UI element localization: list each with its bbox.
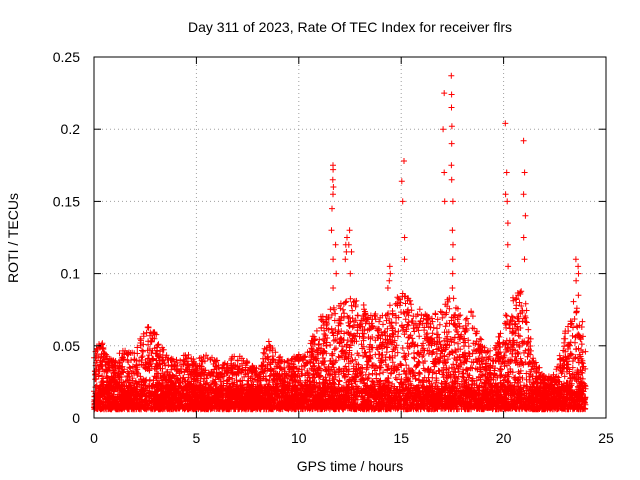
x-tick-label: 15 (393, 430, 409, 446)
x-axis-label: GPS time / hours (297, 458, 404, 474)
x-tick-label: 20 (496, 430, 512, 446)
x-tick-label: 25 (598, 430, 614, 446)
x-tick-label: 5 (193, 430, 201, 446)
x-tick-labels: 0 5 10 15 20 25 (90, 430, 614, 446)
y-tick-labels: 0 0.05 0.1 0.15 0.2 0.25 (53, 49, 80, 426)
y-axis-label: ROTI / TECUs (5, 193, 21, 283)
y-tick-label: 0.25 (53, 49, 80, 65)
data-points (91, 72, 589, 413)
y-tick-label: 0.05 (53, 338, 80, 354)
y-tick-label: 0.2 (61, 121, 81, 137)
y-tick-label: 0.1 (61, 266, 81, 282)
y-tick-label: 0.15 (53, 193, 80, 209)
plot-frame (93, 56, 607, 419)
x-tick-label: 10 (291, 430, 307, 446)
y-tick-label: 0 (72, 410, 80, 426)
roti-point-markers (91, 72, 589, 413)
chart-title: Day 311 of 2023, Rate Of TEC Index for r… (188, 19, 512, 35)
axis-ticks (93, 56, 607, 419)
x-tick-label: 0 (90, 430, 98, 446)
